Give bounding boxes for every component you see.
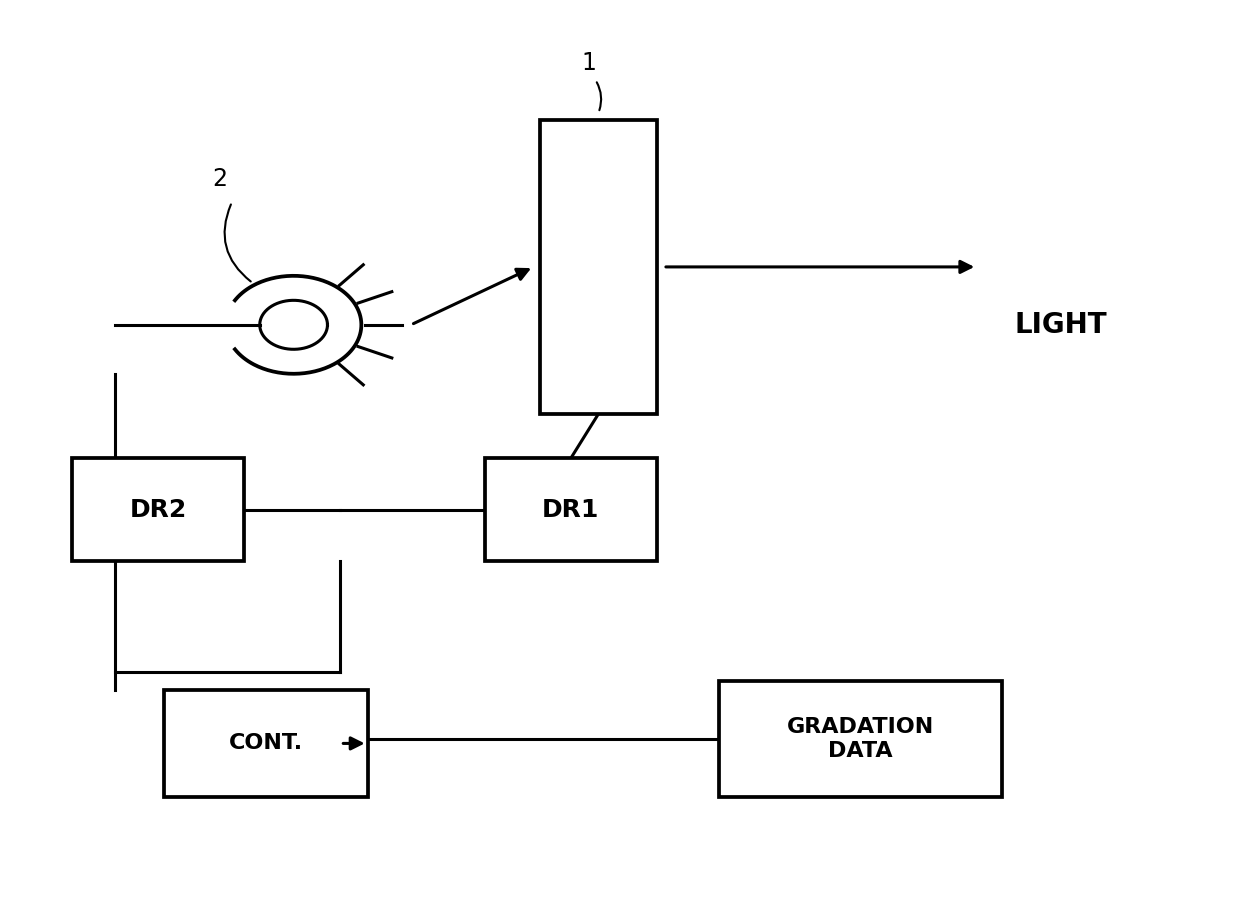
Text: 2: 2 [212, 167, 227, 191]
Text: CONT.: CONT. [229, 734, 303, 753]
Text: GRADATION
DATA: GRADATION DATA [786, 717, 934, 761]
FancyBboxPatch shape [539, 120, 657, 414]
FancyBboxPatch shape [485, 458, 657, 561]
FancyBboxPatch shape [164, 690, 367, 797]
Text: DR1: DR1 [542, 498, 599, 521]
Text: LIGHT: LIGHT [1014, 311, 1107, 339]
FancyBboxPatch shape [72, 458, 244, 561]
Text: DR2: DR2 [129, 498, 187, 521]
FancyBboxPatch shape [718, 681, 1002, 797]
Text: 1: 1 [582, 51, 596, 76]
